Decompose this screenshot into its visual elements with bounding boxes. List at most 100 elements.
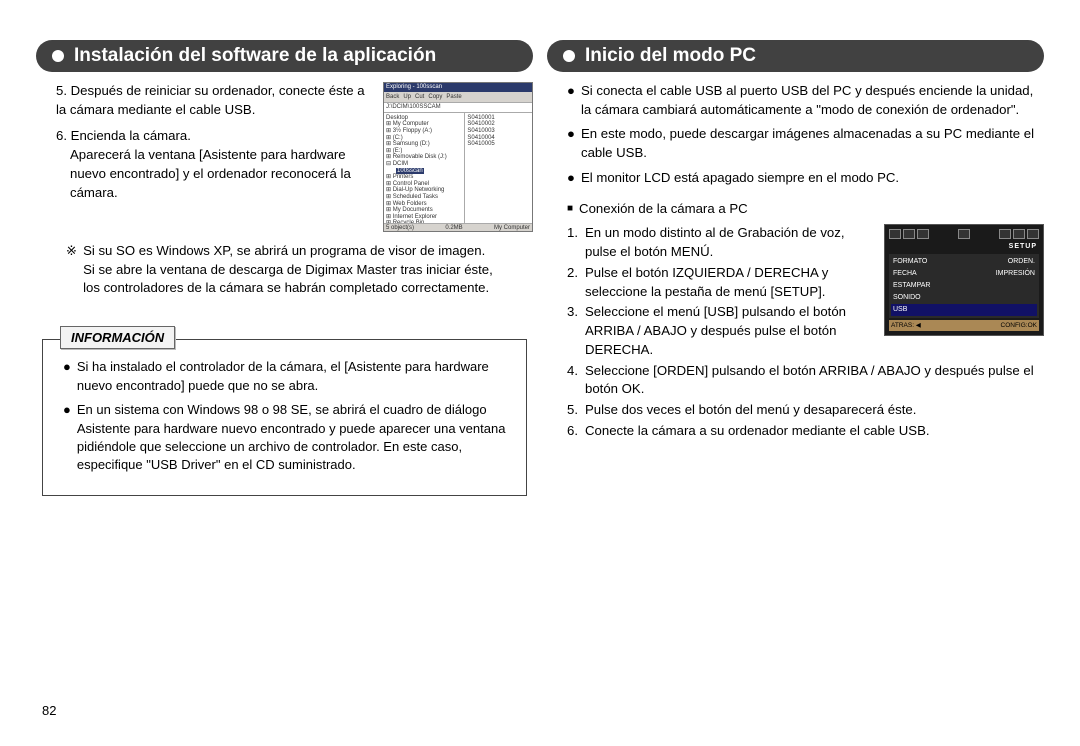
page-number: 82 bbox=[42, 703, 56, 718]
s6: Conecte la cámara a su ordenador mediant… bbox=[585, 422, 930, 441]
n4: 4. bbox=[567, 362, 581, 399]
tree-0: Desktop bbox=[386, 115, 462, 122]
note1: Si su SO es Windows XP, se abrirá un pro… bbox=[83, 242, 513, 261]
lcd-r3l: SONIDO bbox=[893, 293, 921, 303]
screenshot-status: 5 object(s) 0.2MB My Computer bbox=[384, 223, 532, 232]
s1: En un modo distinto al de Grabación de v… bbox=[585, 224, 874, 261]
lcd-r0r: ORDEN. bbox=[1008, 257, 1035, 267]
info-b1: Si ha instalado el controlador de la cám… bbox=[77, 358, 510, 395]
s4: Seleccione [ORDEN] pulsando el botón ARR… bbox=[585, 362, 1044, 399]
n6: 6. bbox=[567, 422, 581, 441]
lcd-iconrow bbox=[889, 229, 1039, 239]
lcd-icon bbox=[917, 229, 929, 239]
status-right: My Computer bbox=[494, 225, 530, 232]
intro1: Si conecta el cable USB al puerto USB de… bbox=[581, 82, 1044, 119]
right-header: Inicio del modo PC bbox=[547, 40, 1044, 72]
status-mid: 0.2MB bbox=[445, 225, 462, 232]
lcd-screen: SETUP FORMATO ORDEN. FECHA IMPRESIÓN ESTAM… bbox=[884, 224, 1044, 336]
bullet-icon: ● bbox=[63, 358, 71, 395]
tb-paste: Paste bbox=[446, 94, 461, 101]
conn-title: Conexión de la cámara a PC bbox=[579, 200, 748, 219]
file-2: S0410003 bbox=[467, 128, 530, 135]
header-dot bbox=[52, 50, 64, 62]
status-left: 5 object(s) bbox=[386, 225, 414, 232]
tree-5: ⊞ (E:) bbox=[386, 148, 462, 155]
tree-1: ⊞ My Computer bbox=[386, 121, 462, 128]
left-header: Instalación del software de la aplicació… bbox=[36, 40, 533, 72]
note2: Si se abre la ventana de descarga de Dig… bbox=[83, 261, 513, 298]
bullet-icon: ● bbox=[567, 169, 575, 188]
lcd-icon bbox=[1013, 229, 1025, 239]
step6-sub: Aparecerá la ventana [Asistente para har… bbox=[56, 146, 373, 202]
info-b2: En un sistema con Windows 98 o 98 SE, se… bbox=[77, 401, 510, 475]
step5-text: 5. Después de reiniciar su ordenador, co… bbox=[56, 83, 365, 117]
tree-12: ⊞ Scheduled Tasks bbox=[386, 194, 462, 201]
lcd-icon bbox=[999, 229, 1011, 239]
file-1: S0410002 bbox=[467, 121, 530, 128]
tree-6: ⊞ Removable Disk (J:) bbox=[386, 154, 462, 161]
tree-13: ⊞ Web Folders bbox=[386, 201, 462, 208]
n2: 2. bbox=[567, 264, 581, 301]
file-4: S0410005 bbox=[467, 141, 530, 148]
s5: Pulse dos veces el botón del menú y desa… bbox=[585, 401, 916, 420]
file-3: S0410004 bbox=[467, 135, 530, 142]
screenshot-toolbar: Back Up Cut Copy Paste bbox=[384, 92, 532, 104]
screenshot-titlebar: Exploring - 100sscan bbox=[384, 83, 532, 92]
screenshot-address: J:\DCIM\100SSCAM bbox=[384, 103, 532, 113]
tb-cut: Cut bbox=[415, 94, 424, 101]
tree-14: ⊞ My Documents bbox=[386, 207, 462, 214]
explorer-screenshot: Exploring - 100sscan Back Up Cut Copy Pa… bbox=[383, 82, 533, 232]
square-icon: ■ bbox=[567, 200, 573, 219]
tree-2: ⊞ 3½ Floppy (A:) bbox=[386, 128, 462, 135]
s3: Seleccione el menú [USB] pulsando el bot… bbox=[585, 303, 874, 359]
intro3: El monitor LCD está apagado siempre en e… bbox=[581, 169, 899, 188]
screenshot-tree: Desktop ⊞ My Computer ⊞ 3½ Floppy (A:) ⊞… bbox=[384, 113, 465, 223]
tree-4: ⊞ Samsung (D:) bbox=[386, 141, 462, 148]
lcd-r2l: ESTAMPAR bbox=[893, 281, 930, 291]
tb-copy: Copy bbox=[428, 94, 442, 101]
tree-16: ⊞ Recycle Bin bbox=[386, 220, 462, 223]
tree-7: ⊟ DCIM bbox=[386, 161, 462, 168]
right-title: Inicio del modo PC bbox=[585, 45, 756, 67]
tree-9: ⊞ Printers bbox=[386, 174, 462, 181]
step-5: 5. Después de reiniciar su ordenador, co… bbox=[56, 82, 373, 119]
info-box: ● Si ha instalado el controlador de la c… bbox=[42, 339, 527, 496]
tree-15: ⊞ Internet Explorer bbox=[386, 214, 462, 221]
lcd-menu: FORMATO ORDEN. FECHA IMPRESIÓN ESTAMPAR SO… bbox=[889, 254, 1039, 318]
tree-11: ⊞ Dial-Up Networking bbox=[386, 187, 462, 194]
screenshot-list: S0410001 S0410002 S0410003 S0410004 S041… bbox=[465, 113, 532, 223]
lcd-icon bbox=[1027, 229, 1039, 239]
s2: Pulse el botón IZQUIERDA / DERECHA y sel… bbox=[585, 264, 874, 301]
tb-back: Back bbox=[386, 94, 399, 101]
n1: 1. bbox=[567, 224, 581, 261]
tree-10: ⊞ Control Panel bbox=[386, 181, 462, 188]
lcd-bot-l: ATRAS: ◀ bbox=[891, 321, 921, 330]
bullet-icon: ● bbox=[567, 125, 575, 162]
left-title: Instalación del software de la aplicació… bbox=[74, 45, 436, 67]
lcd-bot-r: CONFIG:OK bbox=[1001, 321, 1037, 330]
file-0: S0410001 bbox=[467, 115, 530, 122]
bullet-icon: ● bbox=[567, 82, 575, 119]
lcd-icon bbox=[889, 229, 901, 239]
intro2: En este modo, puede descargar imágenes a… bbox=[581, 125, 1044, 162]
lcd-icon bbox=[958, 229, 970, 239]
lcd-setup: SETUP bbox=[889, 242, 1039, 252]
n3: 3. bbox=[567, 303, 581, 359]
bullet-icon: ● bbox=[63, 401, 71, 475]
lcd-r0l: FORMATO bbox=[893, 257, 927, 267]
lcd-icon bbox=[903, 229, 915, 239]
step6-text: 6. Encienda la cámara. bbox=[56, 128, 191, 143]
tree-8: 100sscan bbox=[386, 168, 462, 175]
lcd-r1l: FECHA bbox=[893, 269, 917, 279]
lcd-bottom: ATRAS: ◀ CONFIG:OK bbox=[889, 320, 1039, 331]
tree-3: ⊞ (C:) bbox=[386, 135, 462, 142]
lcd-r4l: USB bbox=[893, 305, 907, 315]
info-label: INFORMACIÓN bbox=[60, 326, 175, 349]
header-dot bbox=[563, 50, 575, 62]
note-symbol: ※ bbox=[66, 242, 77, 298]
n5: 5. bbox=[567, 401, 581, 420]
tb-up: Up bbox=[403, 94, 411, 101]
tree-hl: 100sscan bbox=[396, 168, 424, 175]
step-6: 6. Encienda la cámara. Aparecerá la vent… bbox=[56, 127, 373, 202]
lcd-r1r: IMPRESIÓN bbox=[996, 269, 1035, 279]
